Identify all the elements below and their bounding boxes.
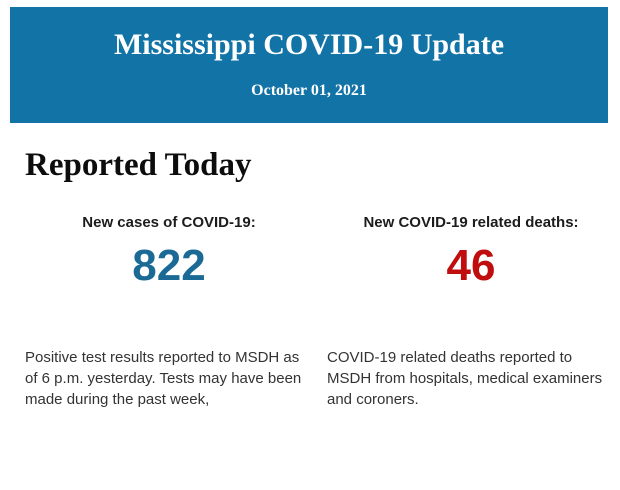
section-title: Reported Today [25, 147, 252, 183]
header-banner: Mississippi COVID-19 Update October 01, … [10, 7, 608, 123]
new-deaths-value: 46 [446, 241, 496, 290]
new-cases-description: Positive test results reported to MSDH a… [25, 349, 302, 408]
new-cases-value: 822 [132, 241, 206, 290]
new-deaths-label: New COVID-19 related deaths: [363, 214, 579, 231]
stats-columns: New cases of COVID-19: 822 Positive test… [25, 185, 620, 410]
new-cases-label: New cases of COVID-19: [82, 214, 256, 231]
new-deaths-description: COVID-19 related deaths reported to MSDH… [327, 349, 603, 408]
report-date: October 01, 2021 [251, 82, 367, 99]
stat-new-cases: New cases of COVID-19: 822 Positive test… [25, 185, 313, 410]
page-title: Mississippi COVID-19 Update [113, 28, 505, 61]
stat-new-deaths: New COVID-19 related deaths: 46 COVID-19… [327, 185, 615, 410]
